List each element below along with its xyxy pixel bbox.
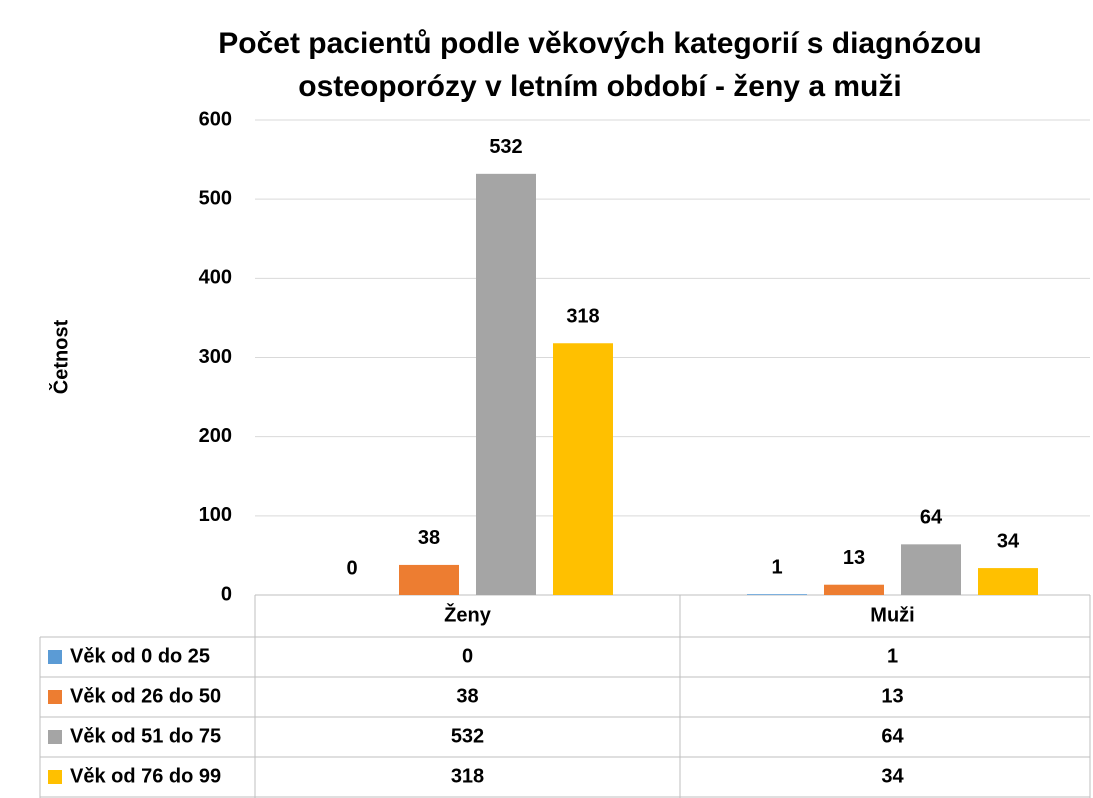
data-label: 64 — [920, 507, 943, 529]
y-tick-label: 0 — [221, 583, 232, 605]
x-tick-label: Muži — [870, 604, 914, 626]
data-label: 34 — [997, 530, 1020, 552]
table-cell: 13 — [881, 685, 903, 707]
table-cell: 34 — [881, 765, 904, 787]
x-tick-label: Ženy — [444, 602, 492, 626]
bar — [747, 594, 807, 595]
y-tick-label: 100 — [199, 504, 232, 526]
legend-key — [48, 690, 62, 704]
legend-label: Věk od 26 do 50 — [70, 685, 221, 707]
y-axis-label: Četnost — [48, 319, 72, 394]
legend-key — [48, 730, 62, 744]
legend-label: Věk od 0 do 25 — [70, 645, 210, 667]
legend-key — [48, 770, 62, 784]
data-label: 13 — [843, 547, 865, 569]
chart-title: osteoporózy v letním období - ženy a muž… — [298, 70, 901, 103]
legend-key — [48, 650, 62, 664]
y-tick-label: 400 — [199, 267, 232, 289]
bar — [978, 568, 1038, 595]
table-cell: 532 — [451, 725, 484, 747]
data-label: 532 — [489, 136, 522, 158]
data-label: 318 — [566, 306, 599, 328]
table-cell: 64 — [881, 725, 904, 747]
data-label: 38 — [418, 527, 440, 549]
table-cell: 0 — [462, 645, 473, 667]
table-cell: 318 — [451, 765, 484, 787]
bar — [399, 564, 459, 595]
legend-label: Věk od 51 do 75 — [70, 725, 221, 747]
y-tick-label: 500 — [199, 187, 232, 209]
table-cell: 38 — [456, 685, 478, 707]
y-tick-label: 300 — [199, 346, 232, 368]
y-tick-label: 600 — [199, 108, 232, 130]
bar — [901, 544, 961, 595]
bar — [824, 584, 884, 595]
table-cell: 1 — [887, 645, 898, 667]
y-tick-label: 200 — [199, 425, 232, 447]
data-label: 1 — [771, 556, 782, 578]
bar — [553, 343, 613, 595]
data-label: 0 — [346, 557, 357, 579]
legend-label: Věk od 76 do 99 — [70, 765, 221, 787]
chart-title: Počet pacientů podle věkových kategorií … — [218, 27, 982, 60]
bar — [476, 173, 536, 596]
